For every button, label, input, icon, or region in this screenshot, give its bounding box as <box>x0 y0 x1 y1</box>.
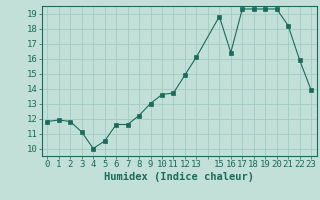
X-axis label: Humidex (Indice chaleur): Humidex (Indice chaleur) <box>104 172 254 182</box>
